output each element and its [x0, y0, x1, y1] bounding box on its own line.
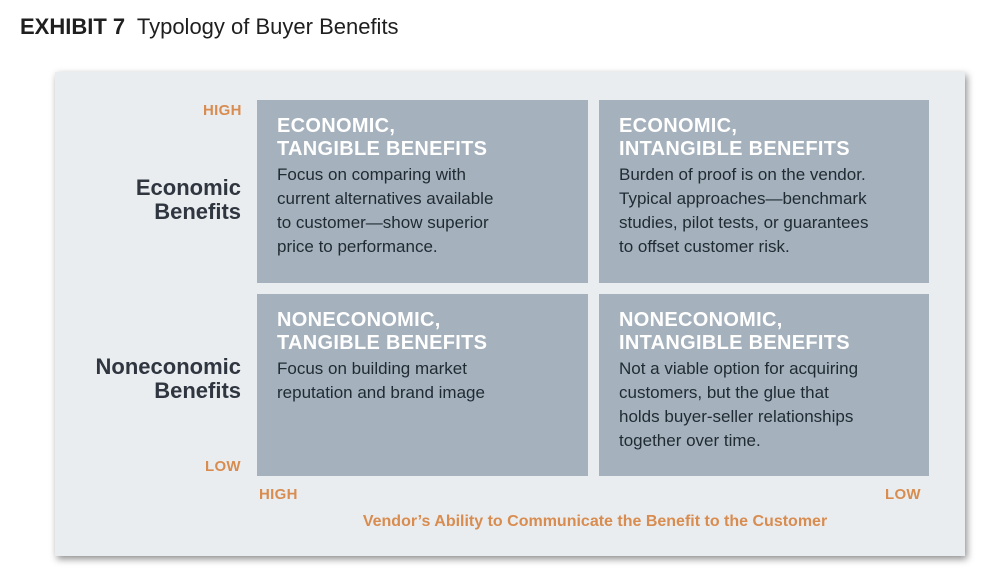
row-label-economic: Economic Benefits: [61, 176, 241, 224]
exhibit-title: Typology of Buyer Benefits: [136, 14, 399, 39]
row-label-noneconomic-line2: Benefits: [154, 378, 241, 403]
quadrant-body-line: holds buyer-seller relationships: [619, 407, 854, 426]
quadrant-body-line: Typical approaches—benchmark: [619, 189, 867, 208]
quadrant-title: NONECONOMIC, TANGIBLE BENEFITS: [277, 309, 568, 355]
quadrant-body-line: current alternatives available: [277, 189, 494, 208]
quadrant-title-line: TANGIBLE BENEFITS: [277, 138, 488, 160]
x-axis-title: Vendor’s Ability to Communicate the Bene…: [362, 513, 828, 530]
row-label-noneconomic-line1: Noneconomic: [95, 354, 241, 379]
y-axis-high-label: HIGH: [203, 102, 242, 119]
quadrant-title-line: INTANGIBLE BENEFITS: [619, 332, 850, 354]
y-axis-low-label: LOW: [205, 458, 241, 475]
quadrant-title-line: INTANGIBLE BENEFITS: [619, 138, 850, 160]
quadrant-economic-tangible: ECONOMIC, TANGIBLE BENEFITS Focus on com…: [257, 100, 588, 283]
quadrant-title: ECONOMIC, TANGIBLE BENEFITS: [277, 115, 568, 161]
quadrant-body-line: Burden of proof is on the vendor.: [619, 165, 866, 184]
quadrant-body-line: Focus on comparing with: [277, 165, 466, 184]
quadrant-body-line: together over time.: [619, 431, 761, 450]
quadrant-body: Focus on building market reputation and …: [277, 357, 568, 405]
quadrant-body-line: Not a viable option for acquiring: [619, 359, 859, 378]
quadrant-title-line: NONECONOMIC,: [619, 309, 783, 331]
quadrant-body: Burden of proof is on the vendor. Typica…: [619, 163, 909, 259]
quadrant-title-line: NONECONOMIC,: [277, 309, 441, 331]
quadrant-body-line: customers, but the glue that: [619, 383, 829, 402]
quadrant-body-line: Focus on building market: [277, 359, 467, 378]
exhibit-number: EXHIBIT 7: [20, 14, 126, 39]
row-label-economic-line1: Economic: [135, 175, 241, 200]
quadrant-title-line: ECONOMIC,: [619, 115, 738, 137]
matrix-panel: HIGH LOW Economic Benefits Noneconomic B…: [55, 72, 965, 556]
quadrant-body-line: studies, pilot tests, or guarantees: [619, 213, 869, 232]
x-axis-low-label: LOW: [885, 486, 921, 503]
quadrant-title-line: TANGIBLE BENEFITS: [277, 332, 488, 354]
quadrant-noneconomic-intangible: NONECONOMIC, INTANGIBLE BENEFITS Not a v…: [599, 294, 929, 476]
quadrant-economic-intangible: ECONOMIC, INTANGIBLE BENEFITS Burden of …: [599, 100, 929, 283]
quadrant-body: Focus on comparing with current alternat…: [277, 163, 568, 259]
x-axis-high-label: HIGH: [259, 486, 298, 503]
exhibit-header: EXHIBIT 7 Typology of Buyer Benefits: [20, 14, 399, 40]
row-label-noneconomic: Noneconomic Benefits: [61, 355, 241, 403]
quadrant-body-line: to customer—show superior: [277, 213, 489, 232]
quadrant-body-line: price to performance.: [277, 237, 438, 256]
quadrant-body-line: reputation and brand image: [277, 383, 485, 402]
row-label-economic-line2: Benefits: [154, 199, 241, 224]
quadrant-noneconomic-tangible: NONECONOMIC, TANGIBLE BENEFITS Focus on …: [257, 294, 588, 476]
quadrant-title: NONECONOMIC, INTANGIBLE BENEFITS: [619, 309, 909, 355]
quadrant-body: Not a viable option for acquiring custom…: [619, 357, 909, 453]
quadrant-title-line: ECONOMIC,: [277, 115, 396, 137]
quadrant-body-line: to offset customer risk.: [619, 237, 790, 256]
quadrant-title: ECONOMIC, INTANGIBLE BENEFITS: [619, 115, 909, 161]
